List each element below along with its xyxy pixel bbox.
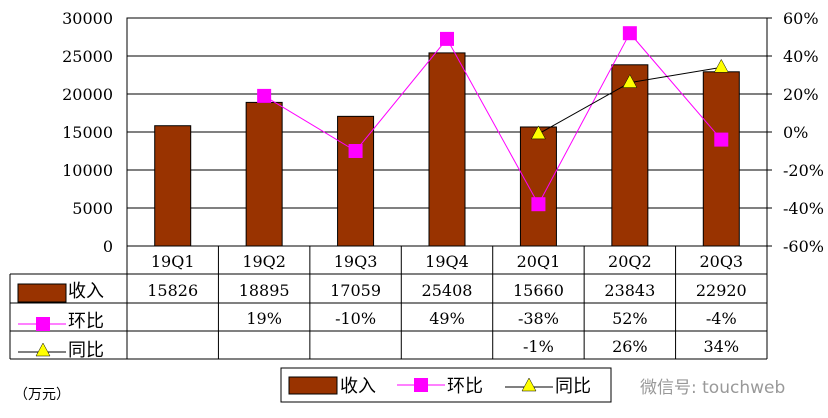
category-label: 19Q2 [242,252,286,271]
huanbi-cell: -10% [335,309,376,328]
legend-huanbi-label: 环比 [447,376,483,397]
category-label: 19Q3 [334,252,378,271]
right-tick-label: 40% [783,47,819,66]
revenue-cell: 15826 [147,281,198,300]
huanbi-marker [257,88,272,103]
category-label: 20Q3 [699,252,743,271]
bar-20Q1 [519,126,557,247]
huanbi-marker [348,144,363,158]
bar-19Q2 [245,101,283,247]
legend-huanbi-marker [414,378,428,392]
tongbi-cell: -1% [523,337,554,356]
revenue-cell: 25408 [422,281,473,300]
category-label: 19Q1 [151,252,195,271]
revenue-cell: 15660 [513,281,564,300]
huanbi-marker [440,31,454,46]
legend-tongbi-label: 同比 [555,376,591,397]
right-tick-label: -60% [783,237,824,256]
bar-19Q1 [154,125,192,247]
huanbi-line [263,32,722,206]
bar-20Q2 [611,64,649,247]
unit-label: （万元） [14,387,70,403]
tongbi-row-label: 同比 [68,340,104,361]
right-tick-label: -20% [783,161,824,180]
bar-19Q4 [428,52,466,247]
huanbi-cell: 19% [246,309,282,328]
revenue-key [17,283,67,303]
revenue-cell: 23843 [604,281,655,300]
huanbi-cell: 52% [612,309,648,328]
left-tick-label: 25000 [62,47,113,66]
left-tick-label: 5000 [72,199,113,218]
tongbi-marker [713,58,729,73]
huanbi-row-label: 环比 [68,311,104,332]
watermark: 微信号: touchweb [640,378,786,398]
category-label: 19Q4 [425,252,469,271]
category-label: 20Q2 [608,252,652,271]
left-tick-label: 30000 [62,9,113,28]
tongbi-cell: 34% [704,337,740,356]
revenue-cell: 22920 [696,281,747,300]
right-tick-label: 60% [783,9,819,28]
tongbi-cell: 26% [612,337,648,356]
legend-revenue-label: 收入 [340,376,376,397]
huanbi-marker [531,197,546,212]
right-tick-label: -40% [783,199,824,218]
legend-tongbi-marker [521,377,537,392]
revenue-cell: 17059 [330,281,381,300]
huanbi-cell: -38% [518,309,559,328]
right-tick-label: 0% [783,123,808,142]
huanbi-marker [622,26,637,41]
huanbi-cell: -4% [706,309,737,328]
right-tick-label: 20% [783,85,819,104]
tongbi-key-marker [35,342,51,357]
bar-19Q3 [337,115,375,247]
left-tick-label: 15000 [62,123,113,142]
left-tick-label: 20000 [62,85,113,104]
category-label: 20Q1 [517,252,561,271]
tongbi-marker [531,125,546,140]
huanbi-marker [714,132,729,147]
tongbi-marker [622,74,638,88]
legend-revenue-key [288,376,338,395]
huanbi-key-marker [36,317,50,331]
left-tick-label: 10000 [62,161,113,180]
bar-20Q3 [702,71,740,247]
revenue-cell: 18895 [239,281,290,300]
huanbi-cell: 49% [429,309,465,328]
revenue-row-label: 收入 [68,281,104,302]
left-tick-label: 0 [103,237,113,256]
